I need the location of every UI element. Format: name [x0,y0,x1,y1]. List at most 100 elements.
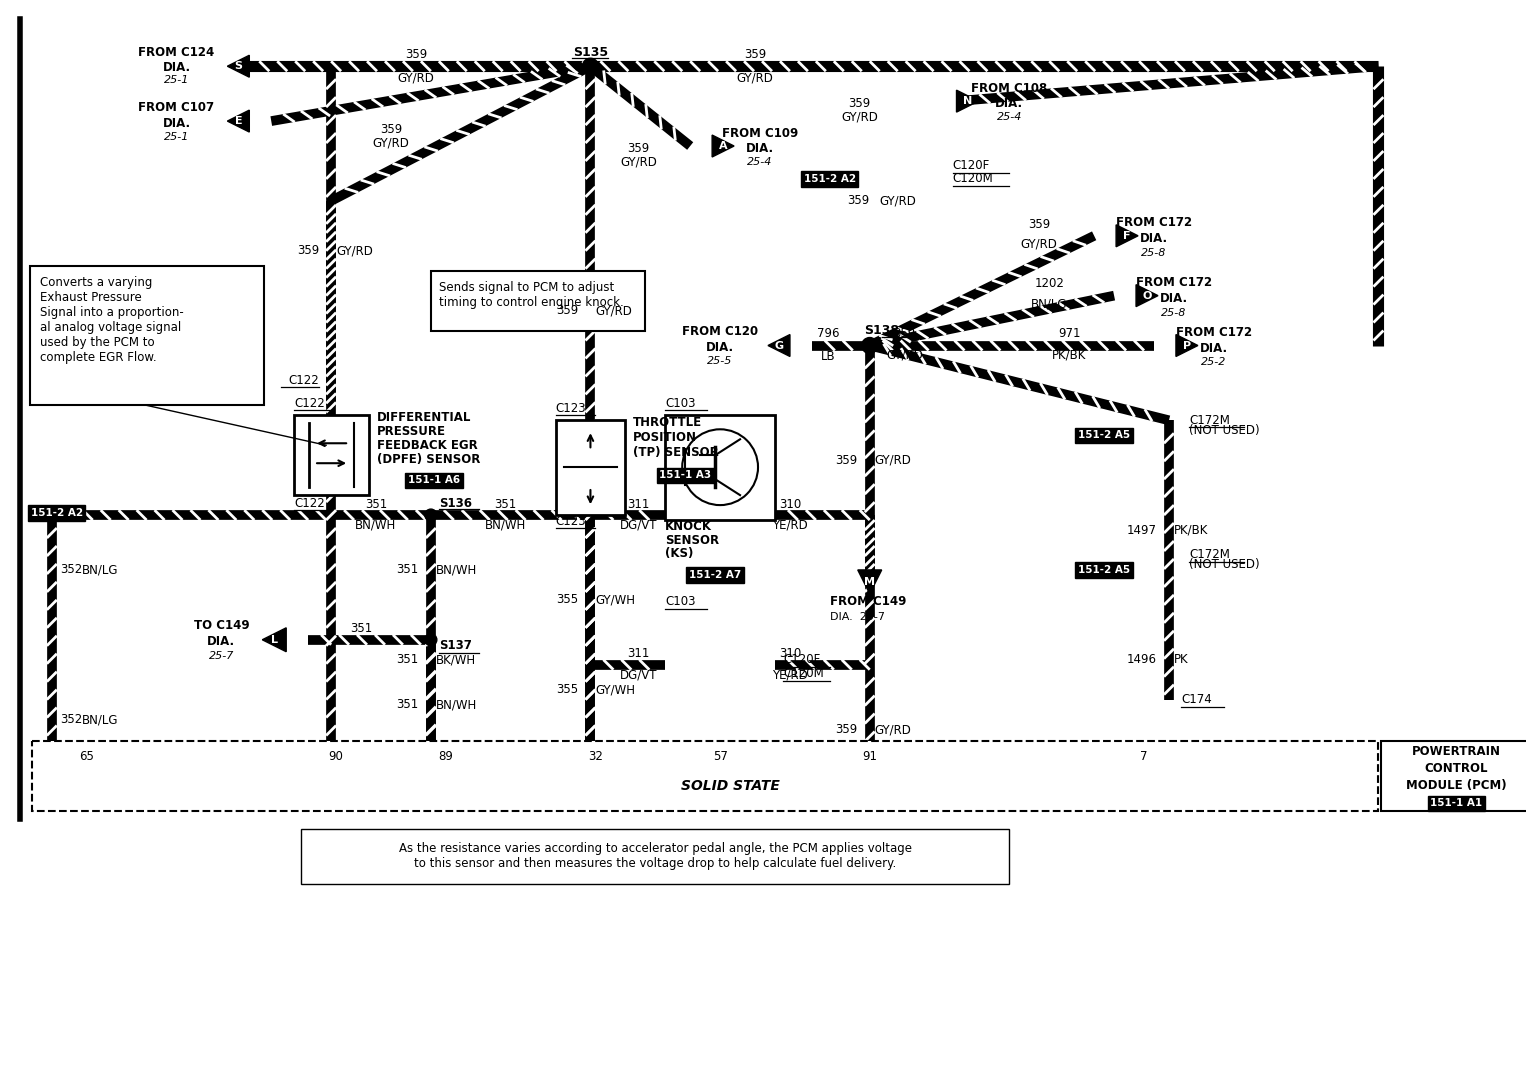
Text: 91: 91 [862,750,877,763]
Text: 65: 65 [79,750,95,763]
Text: (NOT USED): (NOT USED) [1189,558,1259,571]
Text: (TP) SENSOR: (TP) SENSOR [633,446,720,459]
Circle shape [582,58,599,74]
Text: GY/RD: GY/RD [1021,238,1057,251]
Text: 1496: 1496 [1128,653,1157,666]
Text: FROM C172: FROM C172 [1175,326,1251,339]
Text: 25-7: 25-7 [209,651,234,661]
Text: C174: C174 [1181,693,1212,706]
Text: 1202: 1202 [1034,277,1063,290]
Text: DIA.  25-7: DIA. 25-7 [830,611,885,621]
Text: PK: PK [1174,653,1189,666]
Text: N: N [963,96,972,106]
Text: 25-4: 25-4 [996,112,1022,122]
Text: BN/LG: BN/LG [1031,298,1068,311]
Text: 311: 311 [626,498,649,510]
Text: 351: 351 [397,564,419,577]
Text: 25-2: 25-2 [1201,358,1227,367]
Polygon shape [1115,225,1138,246]
Text: 310: 310 [779,498,801,510]
Text: FEEDBACK EGR: FEEDBACK EGR [377,439,478,451]
Text: 151-1 A3: 151-1 A3 [659,470,711,481]
Text: GY/WH: GY/WH [596,683,636,697]
Text: DG/VT: DG/VT [619,519,657,532]
Text: 351: 351 [365,498,387,510]
Text: 89: 89 [439,750,454,763]
Text: 359: 359 [848,194,869,207]
Text: (DPFE) SENSOR: (DPFE) SENSOR [377,452,480,465]
Text: 351: 351 [397,698,419,711]
Text: 359: 359 [836,723,857,736]
Text: BN/WH: BN/WH [356,519,397,532]
Text: F: F [1123,231,1131,241]
Text: 352: 352 [60,564,83,577]
Text: FROM C172: FROM C172 [1115,216,1192,229]
Text: DIA.: DIA. [746,142,775,155]
Text: 151-1 A6: 151-1 A6 [408,475,460,485]
Polygon shape [228,110,249,132]
Text: C123: C123 [556,402,587,415]
Text: C122: C122 [295,397,325,410]
Text: 351: 351 [350,622,373,635]
Text: P: P [1183,340,1190,351]
Text: BN/LG: BN/LG [81,713,118,726]
Text: S136: S136 [439,497,472,510]
Bar [1381,741,1528,811]
Text: C122: C122 [295,497,325,510]
Text: GY/RD: GY/RD [842,110,879,123]
Text: A: A [718,141,727,152]
Text: 359: 359 [296,244,319,257]
Text: TO C149: TO C149 [194,619,249,632]
Text: YE/RD: YE/RD [772,519,808,532]
Bar [295,415,368,495]
Text: DIA.: DIA. [995,97,1024,110]
Text: MODULE (PCM): MODULE (PCM) [1406,779,1507,792]
Text: FROM C108: FROM C108 [972,82,1048,95]
Text: 25-1: 25-1 [163,75,189,85]
Text: SENSOR: SENSOR [665,533,720,546]
Text: DIA.: DIA. [162,117,191,130]
Text: C172M: C172M [1189,548,1230,561]
Text: 25-8: 25-8 [1161,307,1187,317]
Text: C123: C123 [556,514,587,528]
Text: S: S [234,61,243,71]
Text: FROM C124: FROM C124 [139,46,214,59]
Text: GY/RD: GY/RD [736,72,773,85]
Text: C120F: C120F [782,653,821,666]
Text: DIA.: DIA. [706,341,733,354]
Polygon shape [1177,335,1198,356]
Text: C103: C103 [665,595,695,608]
Bar [431,270,645,330]
Text: C120F: C120F [952,159,990,172]
Text: 359: 359 [836,453,857,467]
Text: 359: 359 [1028,218,1050,231]
Text: S137: S137 [439,639,472,652]
Circle shape [425,509,437,521]
Text: 359: 359 [405,48,426,61]
Text: As the resistance varies according to accelerator pedal angle, the PCM applies v: As the resistance varies according to ac… [399,843,912,870]
Text: E: E [234,116,241,126]
Text: (KS): (KS) [665,547,694,560]
Text: M: M [865,577,876,586]
Bar [665,415,775,520]
Text: 25-5: 25-5 [707,356,733,366]
Text: SOLID STATE: SOLID STATE [680,779,779,794]
Text: DIA.: DIA. [162,61,191,74]
Text: 57: 57 [712,750,727,763]
Text: 1497: 1497 [1128,523,1157,536]
Bar [301,829,1010,884]
Text: 310: 310 [779,647,801,661]
Text: THROTTLE: THROTTLE [633,415,703,428]
Text: 7: 7 [1140,750,1148,763]
Text: KNOCK: KNOCK [665,520,712,533]
Text: DIA.: DIA. [1199,342,1229,355]
Text: GY/RD: GY/RD [596,304,633,317]
Text: 352: 352 [60,713,83,726]
Text: 151-2 A2: 151-2 A2 [804,174,856,184]
Text: G: G [775,340,784,351]
Text: 90: 90 [329,750,344,763]
Text: 32: 32 [588,750,604,763]
Text: FROM C149: FROM C149 [830,595,906,608]
Bar [31,266,264,405]
Text: S135: S135 [573,46,608,59]
